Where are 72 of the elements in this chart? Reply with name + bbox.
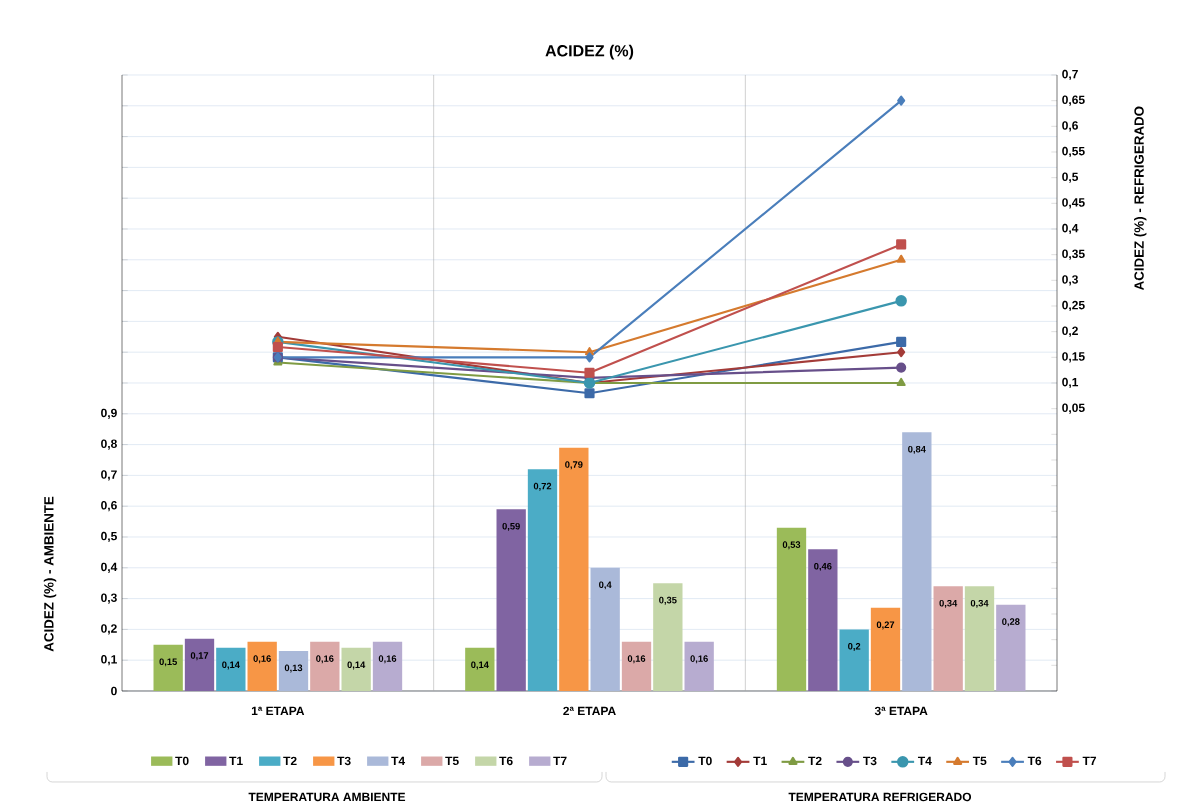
data-label: 0,27 [876, 621, 895, 630]
y-tick-label: 0,9 [101, 408, 117, 419]
y2-tick-label: 0,15 [1062, 352, 1085, 363]
data-label: 0,2 [848, 643, 861, 651]
legend-label: T3 [337, 756, 351, 766]
data-label: 0,15 [159, 658, 177, 667]
legend-label: T4 [391, 756, 406, 765]
y-tick-label: 0,3 [101, 593, 117, 604]
y-tick-label: 0,6 [101, 501, 117, 512]
chart-title: ACIDEZ (%) [545, 44, 634, 60]
legend-label: T6 [499, 756, 513, 766]
data-label: 0,16 [378, 655, 397, 664]
y2-tick-label: 0,4 [1062, 223, 1079, 235]
data-label: 0,35 [659, 596, 677, 605]
y2-axis-title: ACIDEZ (%) - REFRIGERADO [1134, 106, 1147, 291]
y-tick-label: 0,8 [101, 439, 117, 450]
y2-tick-label: 0,05 [1062, 403, 1085, 414]
y-tick-label: 0,5 [101, 531, 117, 543]
legend-label: T6 [1027, 756, 1042, 766]
legend-label: T3 [863, 756, 877, 766]
data-label: 0,34 [939, 599, 958, 608]
text: TEMPERATURA AMBIENTE [248, 792, 406, 802]
legend-label: T2 [283, 756, 297, 766]
legend-label: T0 [175, 756, 189, 766]
data-label: 0,79 [565, 461, 583, 470]
legend-label: T7 [1082, 756, 1097, 765]
y2-tick-label: 0,35 [1062, 249, 1085, 260]
data-label: 0,28 [1002, 618, 1020, 627]
y2-tick-label: 0,7 [1062, 69, 1078, 81]
legend-label: T1 [753, 756, 767, 765]
data-label: 0,17 [190, 652, 209, 661]
y-tick-label: 0,4 [101, 562, 118, 573]
y2-tick-label: 0,25 [1062, 300, 1085, 312]
data-label: 0,16 [253, 655, 271, 664]
y-tick-label: 0 [111, 686, 117, 696]
data-label: 0,14 [347, 661, 366, 670]
data-label: 0,59 [502, 522, 520, 531]
y2-tick-label: 0,2 [1062, 326, 1078, 337]
y-tick-label: 0,7 [101, 470, 117, 481]
data-label: 0,14 [222, 661, 240, 670]
x-tick-label: 1ª ETAPA [251, 706, 305, 716]
data-label: 0,16 [690, 655, 708, 664]
y-tick-label: 0,1 [101, 655, 117, 666]
y2-tick-label: 0,5 [1062, 172, 1079, 183]
x-tick-label: 3ª ETAPA [874, 706, 928, 716]
data-label: 0,46 [814, 562, 832, 571]
y-tick-label: 0,2 [101, 624, 117, 635]
data-label: 0,4 [599, 581, 612, 590]
data-label: 0,53 [782, 541, 801, 550]
legend-label: T5 [972, 756, 987, 766]
y2-tick-label: 0,65 [1062, 95, 1085, 106]
data-label: 0,16 [627, 655, 646, 664]
legend-label: T1 [229, 756, 243, 765]
text: TEMPERATURA REFRIGERADO [788, 792, 972, 802]
data-label: 0,84 [908, 445, 926, 454]
legend-label: T7 [553, 756, 567, 765]
legend-label: T0 [698, 756, 712, 766]
y-axis-title: ACIDEZ (%) - AMBIENTE [43, 496, 57, 652]
data-label: 0,34 [970, 599, 989, 608]
data-label: 0,13 [284, 664, 303, 673]
legend-label: T5 [445, 756, 459, 766]
x-tick-label: 2ª ETAPA [563, 706, 616, 716]
data-label: 0,14 [471, 661, 489, 670]
legend-label: T4 [917, 756, 932, 765]
y2-tick-label: 0,6 [1062, 121, 1078, 132]
y2-tick-label: 0,55 [1062, 146, 1085, 158]
y2-tick-label: 0,45 [1062, 198, 1085, 209]
data-label: 0,72 [533, 482, 552, 491]
legend-label: T2 [808, 756, 822, 766]
data-label: 0,16 [316, 655, 334, 664]
y2-tick-label: 0,3 [1062, 275, 1078, 286]
y2-tick-label: 0,1 [1062, 377, 1079, 389]
